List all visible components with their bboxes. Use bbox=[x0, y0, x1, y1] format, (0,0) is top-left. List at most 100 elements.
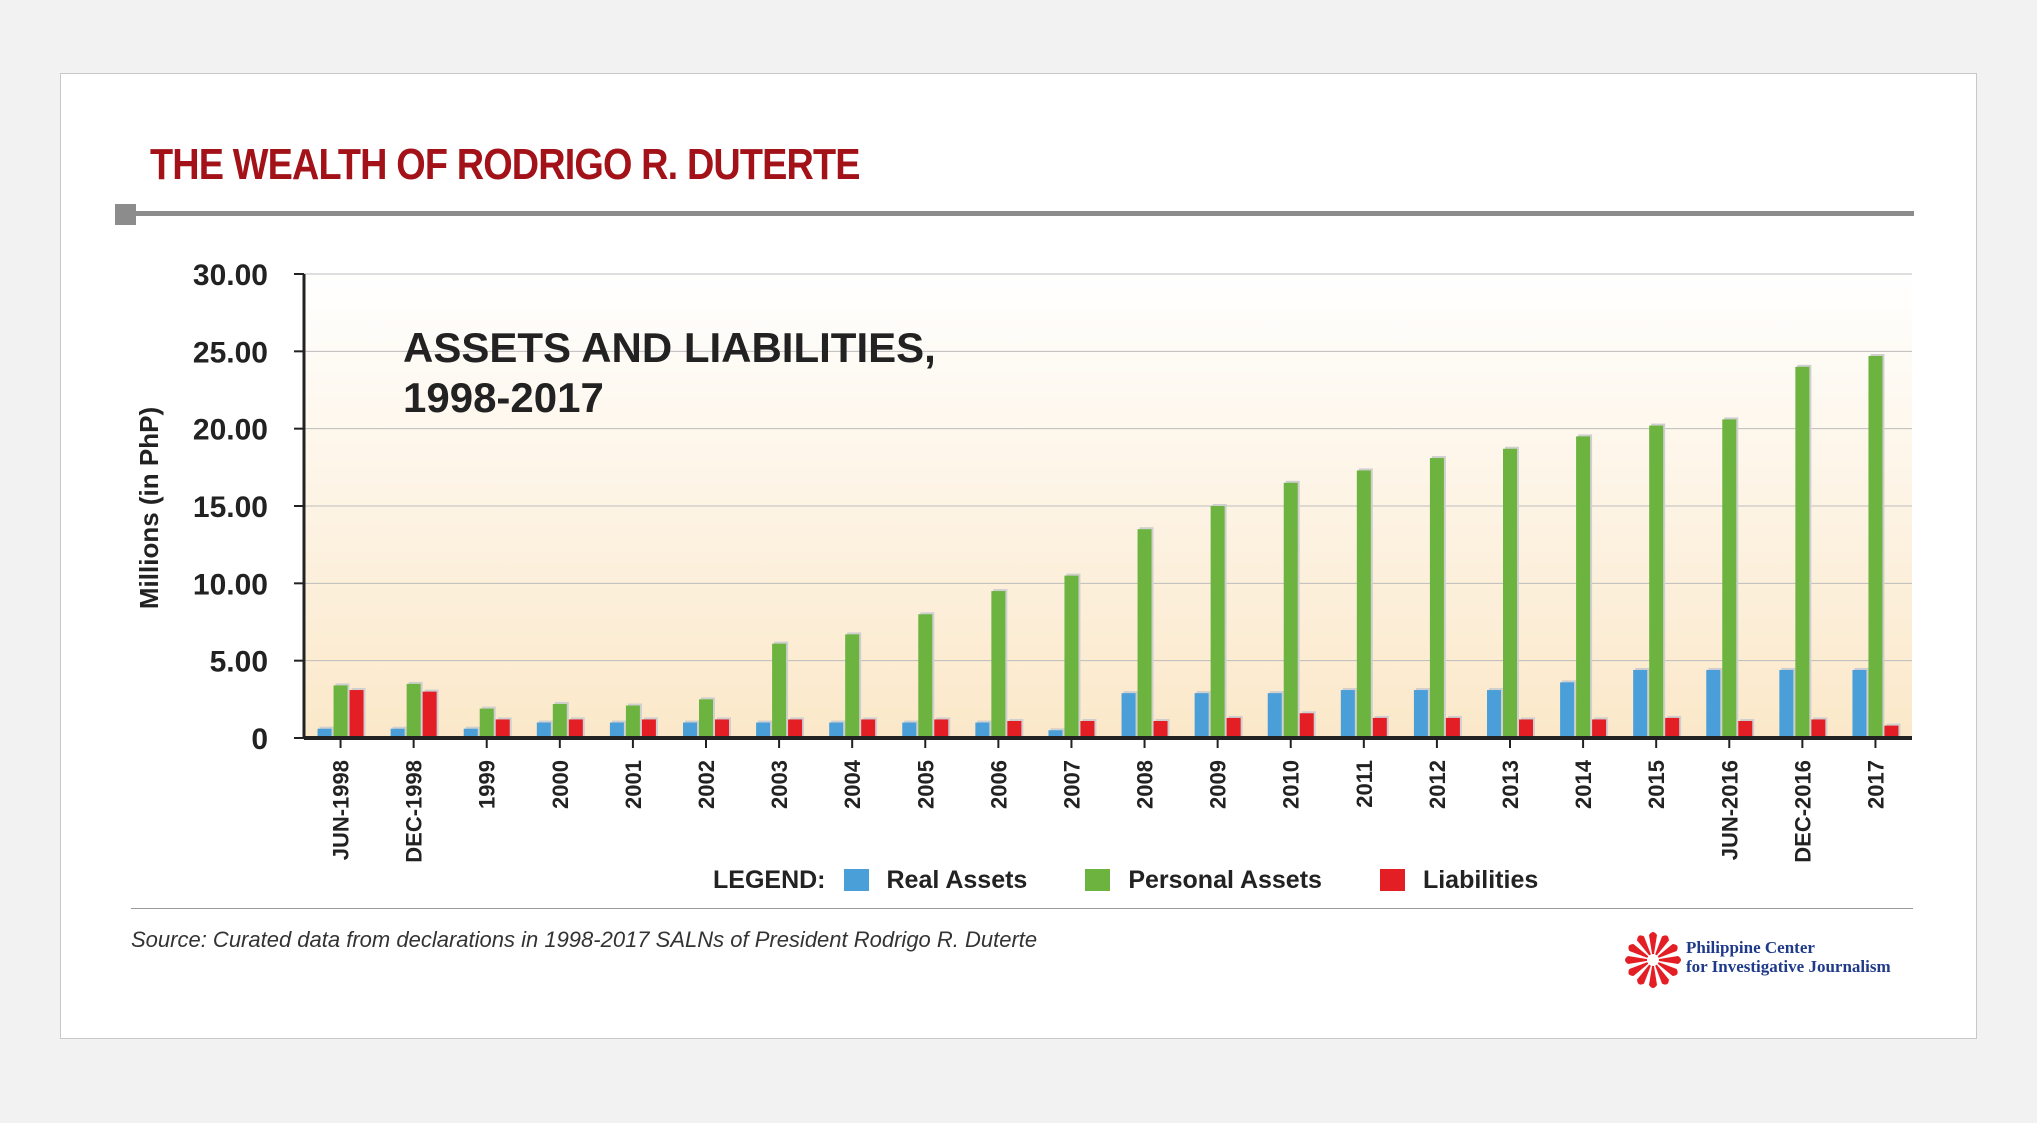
x-tick-label: 1999 bbox=[475, 760, 500, 809]
bar-personal-assets bbox=[845, 634, 860, 738]
y-tick-label: 25.00 bbox=[193, 336, 268, 369]
pcij-sunburst-icon bbox=[1625, 932, 1681, 988]
legend-item-personal-assets: Personal Assets bbox=[1085, 866, 1362, 895]
x-tick-label: 2009 bbox=[1206, 760, 1231, 809]
bar-personal-assets bbox=[406, 683, 421, 738]
x-tick-label: 2002 bbox=[694, 760, 719, 809]
bar-liabilities bbox=[1007, 720, 1022, 738]
legend-item-real-assets: Real Assets bbox=[843, 865, 1068, 895]
bar-personal-assets bbox=[1868, 355, 1883, 738]
x-axis-ticks: JUN-1998 DEC-1998 1999 2000 2001 2002 2003 2004… bbox=[329, 738, 1888, 863]
gridlines bbox=[304, 273, 1912, 662]
x-tick-label: 2010 bbox=[1279, 760, 1304, 809]
org-name-line-2: for Investigative Journalism bbox=[1686, 957, 1891, 976]
bar-personal-assets bbox=[479, 708, 494, 738]
bar-personal-assets bbox=[1722, 419, 1737, 738]
legend-heading: LEGEND: bbox=[713, 865, 826, 894]
bar-personal-assets bbox=[918, 614, 933, 738]
bar-liabilities bbox=[1299, 713, 1314, 738]
bar-personal-assets bbox=[1576, 436, 1591, 738]
bar-liabilities bbox=[1080, 720, 1095, 738]
legend-label-real-assets: Real Assets bbox=[886, 865, 1028, 894]
bar-real-assets bbox=[829, 722, 844, 738]
bar-personal-assets bbox=[1356, 470, 1371, 738]
x-tick-label: 2006 bbox=[986, 760, 1011, 809]
bar-liabilities bbox=[1372, 717, 1387, 738]
y-tick-label: 5.00 bbox=[210, 646, 268, 679]
x-tick-label: 2000 bbox=[548, 760, 573, 809]
bar-real-assets bbox=[463, 728, 478, 738]
bars bbox=[317, 353, 1901, 738]
chart-subtitle: 1998-2017 bbox=[403, 374, 604, 421]
bar-real-assets bbox=[975, 722, 990, 738]
bar-real-assets bbox=[902, 722, 917, 738]
bar-liabilities bbox=[1445, 717, 1460, 738]
x-tick-label: 2005 bbox=[913, 760, 938, 809]
bar-real-assets bbox=[1779, 669, 1794, 738]
bar-liabilities bbox=[715, 719, 729, 738]
x-tick-label: 2008 bbox=[1133, 760, 1158, 809]
legend-swatch-liabilities bbox=[1379, 869, 1405, 891]
bar-personal-assets bbox=[991, 591, 1006, 738]
bar-liabilities bbox=[1884, 725, 1899, 738]
source-note: Source: Curated data from declarations i… bbox=[131, 927, 1038, 952]
bar-real-assets bbox=[1340, 690, 1355, 738]
bar-liabilities bbox=[422, 691, 437, 738]
y-tick-label: 30.00 bbox=[193, 259, 268, 292]
bar-liabilities bbox=[1592, 719, 1607, 738]
legend-label-liabilities: Liabilities bbox=[1422, 865, 1539, 894]
bar-personal-assets bbox=[1429, 458, 1444, 738]
bar-liabilities bbox=[1153, 720, 1168, 738]
bar-liabilities bbox=[495, 719, 510, 738]
bar-personal-assets bbox=[1283, 482, 1298, 738]
x-tick-label: 2012 bbox=[1425, 760, 1450, 809]
bar-liabilities bbox=[1665, 717, 1680, 738]
x-tick-label: 2007 bbox=[1059, 760, 1084, 809]
bar-personal-assets bbox=[772, 643, 787, 738]
bar-liabilities bbox=[1738, 720, 1753, 738]
x-tick-label: 2003 bbox=[767, 760, 792, 809]
bar-personal-assets bbox=[1064, 575, 1079, 738]
bar-real-assets bbox=[1121, 693, 1136, 738]
bar-liabilities bbox=[788, 719, 803, 738]
bar-real-assets bbox=[1048, 730, 1063, 738]
bar-personal-assets bbox=[1210, 506, 1225, 738]
bar-real-assets bbox=[1852, 669, 1867, 738]
bar-liabilities bbox=[568, 719, 583, 738]
legend-item-liabilities: Liabilities bbox=[1379, 865, 1578, 895]
legend: LEGEND: Real Assets Personal Assets Liab… bbox=[713, 865, 1578, 895]
x-tick-label: JUN-2016 bbox=[1717, 760, 1742, 860]
bar-personal-assets bbox=[1503, 448, 1517, 738]
bar-real-assets bbox=[1487, 690, 1501, 738]
legend-swatch-real-assets bbox=[843, 869, 869, 891]
bar-liabilities bbox=[1811, 719, 1826, 738]
bar-personal-assets bbox=[625, 705, 640, 738]
x-tick-label: DEC-2016 bbox=[1790, 760, 1815, 863]
bar-personal-assets bbox=[1795, 366, 1810, 738]
bar-personal-assets bbox=[1137, 529, 1152, 738]
y-axis-title: Millions (in PhP) bbox=[134, 407, 164, 609]
bar-liabilities bbox=[349, 690, 364, 738]
org-name: Philippine Center for Investigative Jour… bbox=[1686, 938, 1891, 976]
y-tick-label: 0 bbox=[251, 723, 268, 756]
org-name-line-1: Philippine Center bbox=[1686, 938, 1815, 957]
bar-real-assets bbox=[536, 722, 551, 738]
x-tick-label: 2001 bbox=[621, 760, 646, 809]
bar-personal-assets bbox=[552, 703, 567, 738]
bar-real-assets bbox=[756, 722, 771, 738]
title-rule bbox=[118, 211, 1914, 216]
bar-real-assets bbox=[1706, 669, 1721, 738]
bar-real-assets bbox=[1633, 669, 1648, 738]
bar-real-assets bbox=[683, 722, 697, 738]
bar-liabilities bbox=[1519, 719, 1533, 738]
x-tick-label: JUN-1998 bbox=[329, 760, 354, 860]
bar-liabilities bbox=[861, 719, 876, 738]
bar-real-assets bbox=[1267, 693, 1282, 738]
y-axis-ticks: 0 5.00 10.00 15.00 20.00 25.00 30.00 bbox=[193, 259, 304, 756]
bar-real-assets bbox=[390, 728, 405, 738]
page-title: THE WEALTH OF RODRIGO R. DUTERTE bbox=[150, 140, 860, 189]
bar-liabilities bbox=[1226, 717, 1241, 738]
bar-real-assets bbox=[1413, 690, 1428, 738]
source-divider bbox=[131, 908, 1913, 909]
y-tick-label: 15.00 bbox=[193, 491, 268, 524]
